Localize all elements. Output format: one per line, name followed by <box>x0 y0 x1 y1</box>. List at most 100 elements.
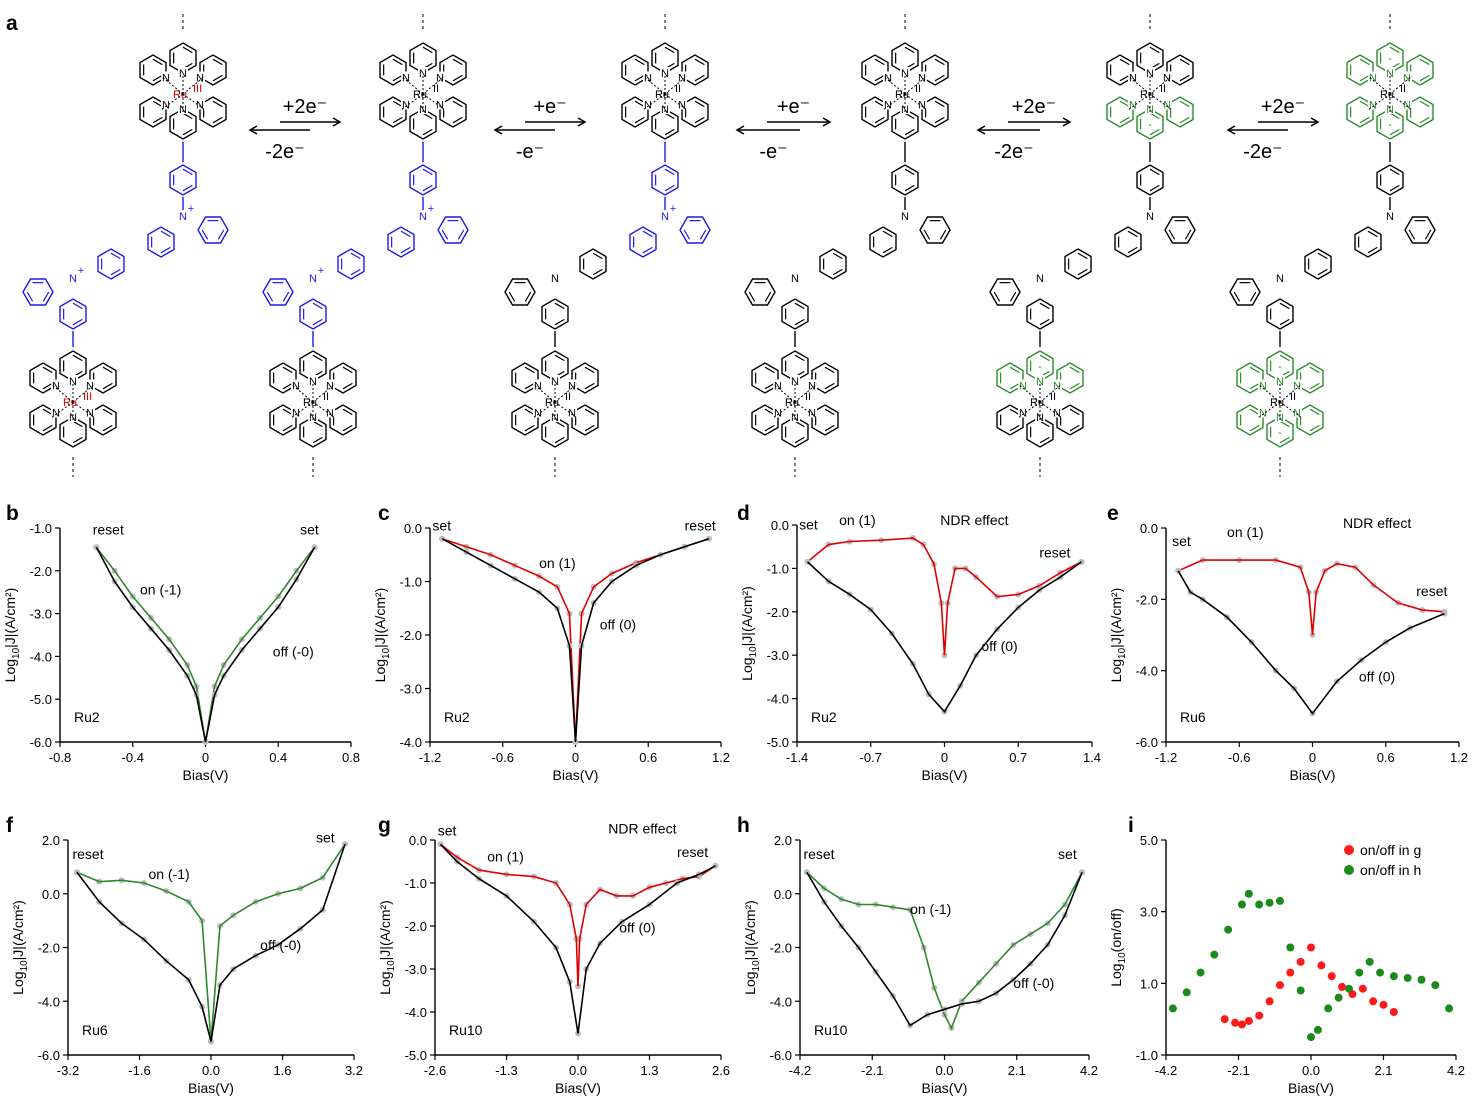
ru-atom: Ru <box>895 89 909 101</box>
arrow-label-forward: +2e⁻ <box>1261 96 1305 118</box>
x-tick-label: 1.6 <box>273 1063 291 1078</box>
double-bond <box>592 268 603 276</box>
terpy-right-ring <box>681 54 709 86</box>
ru-oxidation-state: II <box>1160 83 1166 95</box>
atom-n: N <box>808 408 816 420</box>
curve-annotation: on (-1) <box>148 866 189 882</box>
double-bond <box>764 291 772 302</box>
double-bond <box>152 100 163 108</box>
atom-n: N <box>1386 68 1394 80</box>
double-bond <box>1069 424 1080 432</box>
atom-n: N <box>309 376 317 388</box>
minus-charge: - <box>1278 361 1282 373</box>
double-bond <box>72 420 83 428</box>
coordination-bond <box>532 383 556 403</box>
amine-n: N <box>179 211 187 223</box>
equilibrium-arrow: +e⁻ -e⁻ <box>735 96 832 163</box>
double-bond <box>1184 229 1192 240</box>
scatter-point <box>1355 968 1364 977</box>
atom-mask <box>567 379 578 391</box>
atom-n: N <box>568 381 576 393</box>
terpy-left-ring <box>29 362 57 394</box>
double-bond <box>1309 382 1320 390</box>
atom-n: N <box>1403 100 1411 112</box>
scatter-point <box>1365 957 1374 966</box>
y-axis-label-main: Log <box>739 657 755 680</box>
scatter-point <box>1317 961 1326 970</box>
arrow-head <box>822 117 832 127</box>
coordination-bond <box>72 383 96 403</box>
ru-atom: Ru <box>1140 89 1154 101</box>
double-bond <box>764 366 775 374</box>
coordination-bond <box>422 93 446 111</box>
y-tick-label: -6.0 <box>30 735 52 750</box>
panel-label-h: h <box>737 814 750 837</box>
curve-annotation: on (1) <box>1227 524 1264 540</box>
y-tick-label: -2.0 <box>38 941 60 956</box>
double-bond <box>342 424 353 432</box>
atom-mask <box>50 379 61 391</box>
x-tick-label: 2.1 <box>1374 1063 1392 1078</box>
iv-curve-panels: b -0.8 -0.4 0 0.4 0.8 -6.0 -5.0 -4.0 -3.0 -2.0 -1.0… <box>2 502 1468 1096</box>
y-axis-label-sub: 10 <box>1117 647 1128 659</box>
y-axis-label-main: Log <box>1108 963 1124 986</box>
scatter-point <box>1296 986 1305 995</box>
bridge-ring <box>387 226 415 258</box>
double-bond <box>584 382 595 390</box>
x-tick-label: 1.2 <box>1450 750 1468 765</box>
double-bond <box>1419 116 1430 124</box>
legend-label: on/off in h <box>1360 862 1421 878</box>
curve-annotation: set <box>316 830 335 846</box>
phenyl-ring <box>1404 216 1436 244</box>
legend-marker <box>1344 865 1354 875</box>
curve-annotation: off (0) <box>619 919 655 935</box>
ru-oxidation-state: II <box>433 83 439 95</box>
phenyl-ring <box>22 278 54 306</box>
atom-n: N <box>791 376 799 388</box>
scatter-point <box>1379 1000 1388 1009</box>
double-bond <box>939 229 947 240</box>
coordination-bond <box>160 93 184 111</box>
y-tick-label: -1.0 <box>30 521 52 536</box>
atom-n: N <box>551 376 559 388</box>
x-tick-label: -0.4 <box>122 750 144 765</box>
atom-n: N <box>1163 100 1171 112</box>
atom-mask <box>308 411 318 422</box>
double-bond <box>422 112 433 120</box>
double-bond <box>42 408 53 416</box>
double-bond <box>42 291 50 302</box>
atom-n: N <box>1129 100 1137 112</box>
double-bond <box>72 302 83 310</box>
double-bond <box>554 302 565 310</box>
y-tick-label: -2.0 <box>1136 592 1158 607</box>
atom-mask <box>325 379 336 391</box>
double-bond <box>794 302 805 310</box>
curve-annotation: set <box>432 518 451 534</box>
double-bond <box>1389 168 1400 176</box>
arrow-label-forward: +2e⁻ <box>283 96 327 118</box>
double-bond <box>1359 58 1370 66</box>
double-bond <box>824 366 835 374</box>
ru-atom: Ru <box>785 397 799 409</box>
y-axis-label-sub: 10 <box>381 647 392 659</box>
double-bond <box>42 366 53 374</box>
double-bond <box>1179 74 1190 82</box>
y-axis-label-main: Log <box>372 659 388 682</box>
double-bond <box>592 252 603 260</box>
coordination-bond <box>182 93 206 111</box>
double-bond <box>1424 229 1432 240</box>
double-bond <box>342 382 353 390</box>
curve-annotation: off (0) <box>981 638 1017 654</box>
double-bond <box>282 366 293 374</box>
scatter-point <box>1389 1008 1398 1016</box>
double-bond <box>524 424 535 432</box>
atom-mask <box>677 98 688 110</box>
molecule: NNNNNNRuIIIN+N+NNNNNNRuIII <box>22 14 229 477</box>
y-tick-label: -4.0 <box>38 994 60 1009</box>
y-tick-label: -4.0 <box>400 735 422 750</box>
double-bond <box>554 354 565 362</box>
atom-mask <box>917 98 928 110</box>
atom-mask <box>1367 98 1378 110</box>
double-bond <box>1389 112 1400 120</box>
double-bond <box>1149 168 1160 176</box>
